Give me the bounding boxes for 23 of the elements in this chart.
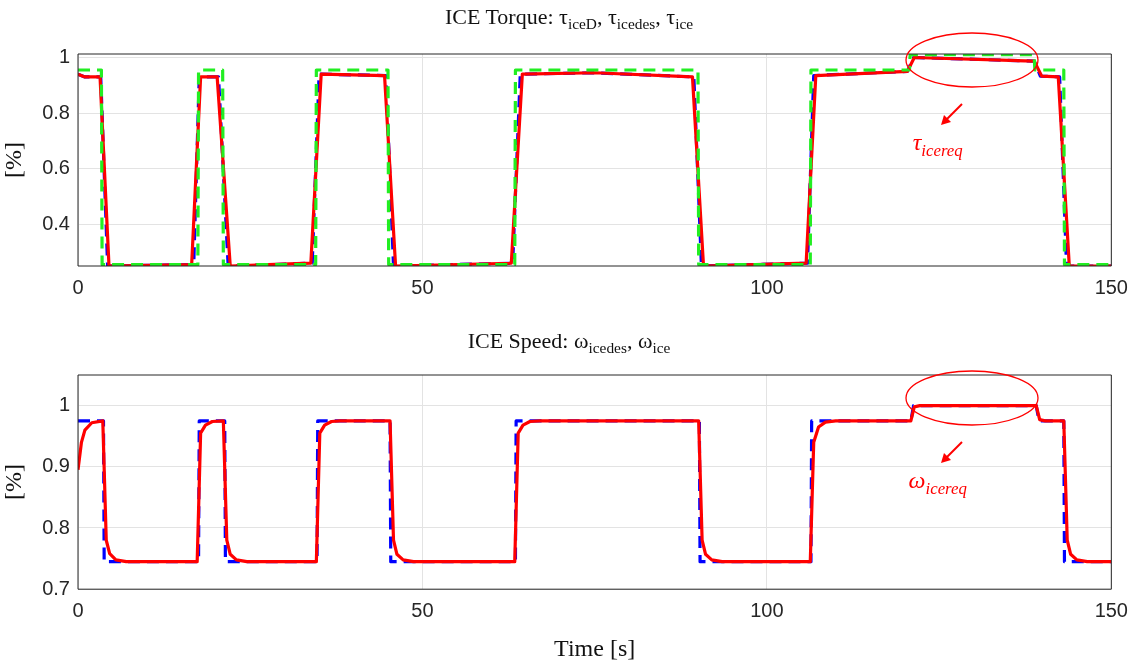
y-tick-label: 0.8 — [42, 100, 70, 123]
x-tick-label: 0 — [72, 598, 84, 621]
y-axis-title: [%] — [0, 464, 26, 501]
annotation: ω$_{icereq}$ — [908, 466, 967, 499]
x-tick-label: 50 — [411, 275, 434, 298]
x-tick-label: 100 — [750, 598, 784, 621]
chart-title: ICE Speed: ω$_{icedes}$, ω$_{ice}$ — [466, 328, 672, 358]
x-tick-label: 0 — [72, 275, 84, 298]
y-tick-label: 0.7 — [42, 576, 70, 599]
chart-title: ICE Torque: τ$_{iceD}$, τ$_{icedes}$, τ$_{ice}$ — [443, 4, 695, 34]
x-axis-title: Time [s] — [554, 634, 636, 661]
y-tick-label: 0.4 — [42, 211, 70, 234]
x-tick-label: 100 — [750, 275, 784, 298]
y-tick-label: 1 — [58, 393, 70, 416]
y-tick-label: 1 — [58, 44, 70, 67]
annotation: τ$_{icereq}$ — [912, 128, 963, 161]
y-tick-label: 0.8 — [42, 515, 70, 538]
y-tick-label: 0.6 — [42, 156, 70, 179]
x-tick-label: 150 — [1094, 275, 1128, 298]
y-axis-title: [%] — [0, 142, 26, 178]
x-tick-label: 150 — [1094, 598, 1128, 621]
y-tick-label: 0.9 — [42, 454, 70, 477]
x-tick-label: 50 — [411, 598, 434, 621]
